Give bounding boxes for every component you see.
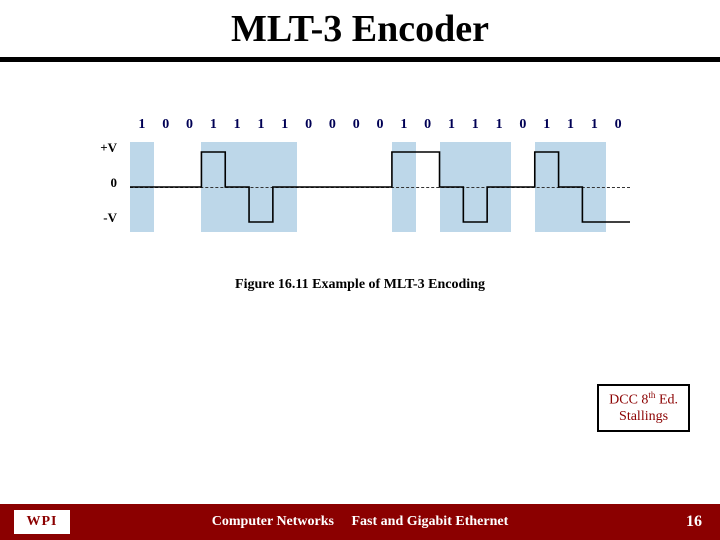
bit-label: 0 [154, 117, 178, 137]
axis-labels: +V 0 -V [70, 142, 125, 232]
bit-label: 1 [249, 117, 273, 137]
bit-label: 1 [535, 117, 559, 137]
bit-label: 1 [463, 117, 487, 137]
bit-label: 1 [201, 117, 225, 137]
bit-label: 1 [130, 117, 154, 137]
bit-label: 0 [321, 117, 345, 137]
footer-course: Computer Networks [212, 514, 334, 529]
bit-label: 0 [368, 117, 392, 137]
figure-caption: Figure 16.11 Example of MLT-3 Encoding [70, 277, 650, 293]
slide-content: 100111100001011101110 +V 0 -V Figure 16.… [0, 62, 720, 480]
bit-label: 1 [440, 117, 464, 137]
citation-box: DCC 8th Ed. Stallings [597, 384, 690, 432]
axis-label-zero: 0 [111, 175, 118, 191]
citation-line1a: DCC 8 [609, 392, 648, 407]
bit-label: 0 [511, 117, 535, 137]
mlt3-diagram: 100111100001011101110 +V 0 -V Figure 16.… [70, 117, 650, 307]
bit-label: 0 [178, 117, 202, 137]
bit-label: 1 [559, 117, 583, 137]
bit-label: 1 [392, 117, 416, 137]
bit-label: 1 [582, 117, 606, 137]
bit-label: 1 [273, 117, 297, 137]
citation-line1b: Ed. [655, 392, 678, 407]
title-bar: MLT-3 Encoder [0, 0, 720, 62]
slide-title: MLT-3 Encoder [231, 7, 489, 51]
footer-center: Computer Networks Fast and Gigabit Ether… [0, 514, 720, 530]
footer-page-number: 16 [686, 513, 702, 531]
bit-label: 0 [344, 117, 368, 137]
axis-label-plusv: +V [100, 140, 117, 156]
footer-topic: Fast and Gigabit Ethernet [352, 514, 509, 529]
bit-label: 0 [606, 117, 630, 137]
bit-labels-row: 100111100001011101110 [130, 117, 630, 137]
bit-label: 0 [297, 117, 321, 137]
bit-label: 1 [225, 117, 249, 137]
signal-path [130, 142, 630, 232]
axis-label-minusv: -V [103, 210, 117, 226]
slide-footer: WPI Computer Networks Fast and Gigabit E… [0, 504, 720, 540]
bit-label: 1 [487, 117, 511, 137]
citation-line2: Stallings [619, 409, 668, 424]
bit-label: 0 [416, 117, 440, 137]
